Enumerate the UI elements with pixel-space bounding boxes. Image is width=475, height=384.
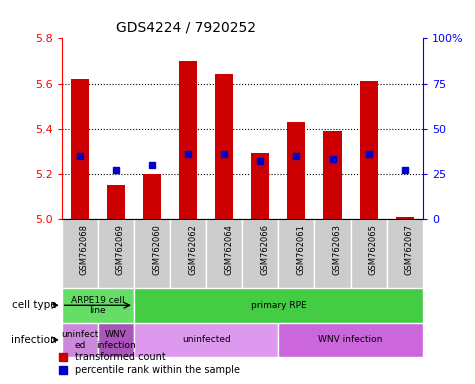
FancyBboxPatch shape xyxy=(387,219,423,288)
Text: GSM762067: GSM762067 xyxy=(405,224,414,275)
Bar xyxy=(215,74,233,219)
FancyBboxPatch shape xyxy=(278,323,423,357)
Bar xyxy=(143,174,161,219)
FancyBboxPatch shape xyxy=(242,219,278,288)
FancyBboxPatch shape xyxy=(134,288,423,323)
Text: WNV
infection: WNV infection xyxy=(96,330,136,349)
Text: GSM762065: GSM762065 xyxy=(369,224,378,275)
Text: WNV infection: WNV infection xyxy=(318,335,383,344)
Bar xyxy=(251,154,269,219)
Text: GSM762062: GSM762062 xyxy=(188,224,197,275)
Bar xyxy=(287,122,305,219)
Text: GSM762066: GSM762066 xyxy=(260,224,269,275)
FancyBboxPatch shape xyxy=(98,323,134,357)
Bar xyxy=(323,131,342,219)
FancyBboxPatch shape xyxy=(98,219,134,288)
Text: cell type: cell type xyxy=(12,300,57,310)
FancyBboxPatch shape xyxy=(206,219,242,288)
Text: GSM762068: GSM762068 xyxy=(80,224,89,275)
Bar xyxy=(360,81,378,219)
FancyBboxPatch shape xyxy=(134,323,278,357)
Text: GSM762060: GSM762060 xyxy=(152,224,161,275)
FancyBboxPatch shape xyxy=(278,219,314,288)
Text: GSM762063: GSM762063 xyxy=(332,224,342,275)
Bar xyxy=(71,79,89,219)
Text: uninfected: uninfected xyxy=(182,335,230,344)
Text: primary RPE: primary RPE xyxy=(250,301,306,310)
FancyBboxPatch shape xyxy=(62,323,98,357)
Text: GSM762064: GSM762064 xyxy=(224,224,233,275)
FancyBboxPatch shape xyxy=(351,219,387,288)
Text: GDS4224 / 7920252: GDS4224 / 7920252 xyxy=(116,20,256,35)
Text: infection: infection xyxy=(11,335,57,345)
Bar xyxy=(179,61,197,219)
FancyBboxPatch shape xyxy=(62,219,98,288)
FancyBboxPatch shape xyxy=(314,219,351,288)
FancyBboxPatch shape xyxy=(62,288,134,323)
Legend: transformed count, percentile rank within the sample: transformed count, percentile rank withi… xyxy=(57,351,242,377)
Text: GSM762069: GSM762069 xyxy=(116,224,125,275)
FancyBboxPatch shape xyxy=(170,219,206,288)
Text: GSM762061: GSM762061 xyxy=(296,224,305,275)
Text: uninfect
ed: uninfect ed xyxy=(61,330,98,349)
FancyBboxPatch shape xyxy=(134,219,170,288)
Bar xyxy=(396,217,414,219)
Text: ARPE19 cell
line: ARPE19 cell line xyxy=(71,296,124,315)
Bar xyxy=(107,185,125,219)
